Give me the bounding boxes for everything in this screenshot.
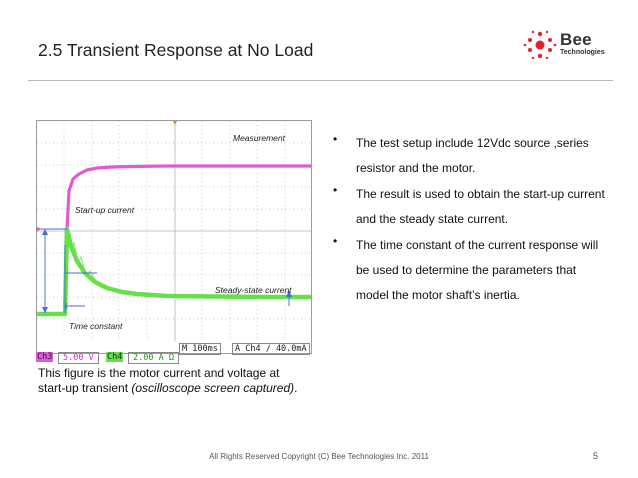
trigger-level-marker-icon xyxy=(307,295,311,299)
page-number: 5 xyxy=(593,451,599,461)
measurement-label: Measurement xyxy=(233,133,285,143)
arrow-left-icon xyxy=(64,302,68,310)
bullet-text: The result is used to obtain the start-u… xyxy=(356,187,605,226)
current-trace xyxy=(37,226,311,317)
caption-line-2: start-up transient (oscilloscope screen … xyxy=(38,381,338,396)
bullet-text: The test setup include 12Vdc source ,ser… xyxy=(356,136,589,175)
page-title: 2.5 Transient Response at No Load xyxy=(38,40,314,60)
annotation-lines xyxy=(37,228,290,313)
trigger-marker-icon xyxy=(173,121,177,125)
bee-logo-icon xyxy=(523,30,557,60)
list-item: • The time constant of the current respo… xyxy=(333,230,633,310)
arrow-down-icon xyxy=(42,307,48,313)
voltage-trace xyxy=(65,164,311,230)
ch4-scale: 2.00 A Ω xyxy=(128,352,179,364)
bullet-icon: • xyxy=(333,183,338,197)
caption-end: . xyxy=(294,381,298,395)
caption-italic: (oscilloscope screen captured) xyxy=(131,381,295,395)
ch3-scale: 5.00 V xyxy=(58,352,99,364)
ch4-badge: Ch4 xyxy=(106,352,124,362)
scope-status-bar: M 100ms A Ch4 ∕ 40.0mA Ch3 5.00 V Ch4 2.… xyxy=(36,342,312,364)
list-item: • The result is used to obtain the start… xyxy=(333,179,633,230)
time-division: M 100ms xyxy=(179,343,221,355)
caption-line-1: This figure is the motor current and vol… xyxy=(38,366,280,380)
title-divider xyxy=(28,80,613,81)
oscilloscope-graph xyxy=(37,121,311,341)
arrow-up-icon xyxy=(286,291,292,297)
figure-caption: This figure is the motor current and vol… xyxy=(38,366,338,396)
caption-plain: start-up transient xyxy=(38,381,132,395)
startup-current-label: Start-up current xyxy=(75,205,135,215)
bullet-text: The time constant of the current respons… xyxy=(356,238,599,302)
ch3-badge: Ch3 xyxy=(36,352,54,362)
arrow-up-icon xyxy=(42,229,48,235)
bullet-icon: • xyxy=(333,234,338,248)
scope-grid xyxy=(37,121,311,341)
bullet-list: • The test setup include 12Vdc source ,s… xyxy=(333,128,633,310)
logo-wordmark: Bee xyxy=(560,30,592,49)
time-constant-label: Time constant xyxy=(69,321,123,331)
bullet-icon: • xyxy=(333,132,338,146)
list-item: • The test setup include 12Vdc source ,s… xyxy=(333,128,633,179)
logo-subtitle: Technologies xyxy=(560,49,605,56)
oscilloscope-capture: Measurement Start-up current Steady-stat… xyxy=(36,120,312,354)
steady-state-label: Steady-state current xyxy=(215,285,292,295)
footer-copyright: All Rights Reserved Copyright (C) Bee Te… xyxy=(209,452,429,461)
ch4-ground-marker-icon xyxy=(37,312,42,316)
ch3-ground-marker-icon xyxy=(37,227,42,231)
trigger-setting: A Ch4 ∕ 40.0mA xyxy=(232,343,310,355)
